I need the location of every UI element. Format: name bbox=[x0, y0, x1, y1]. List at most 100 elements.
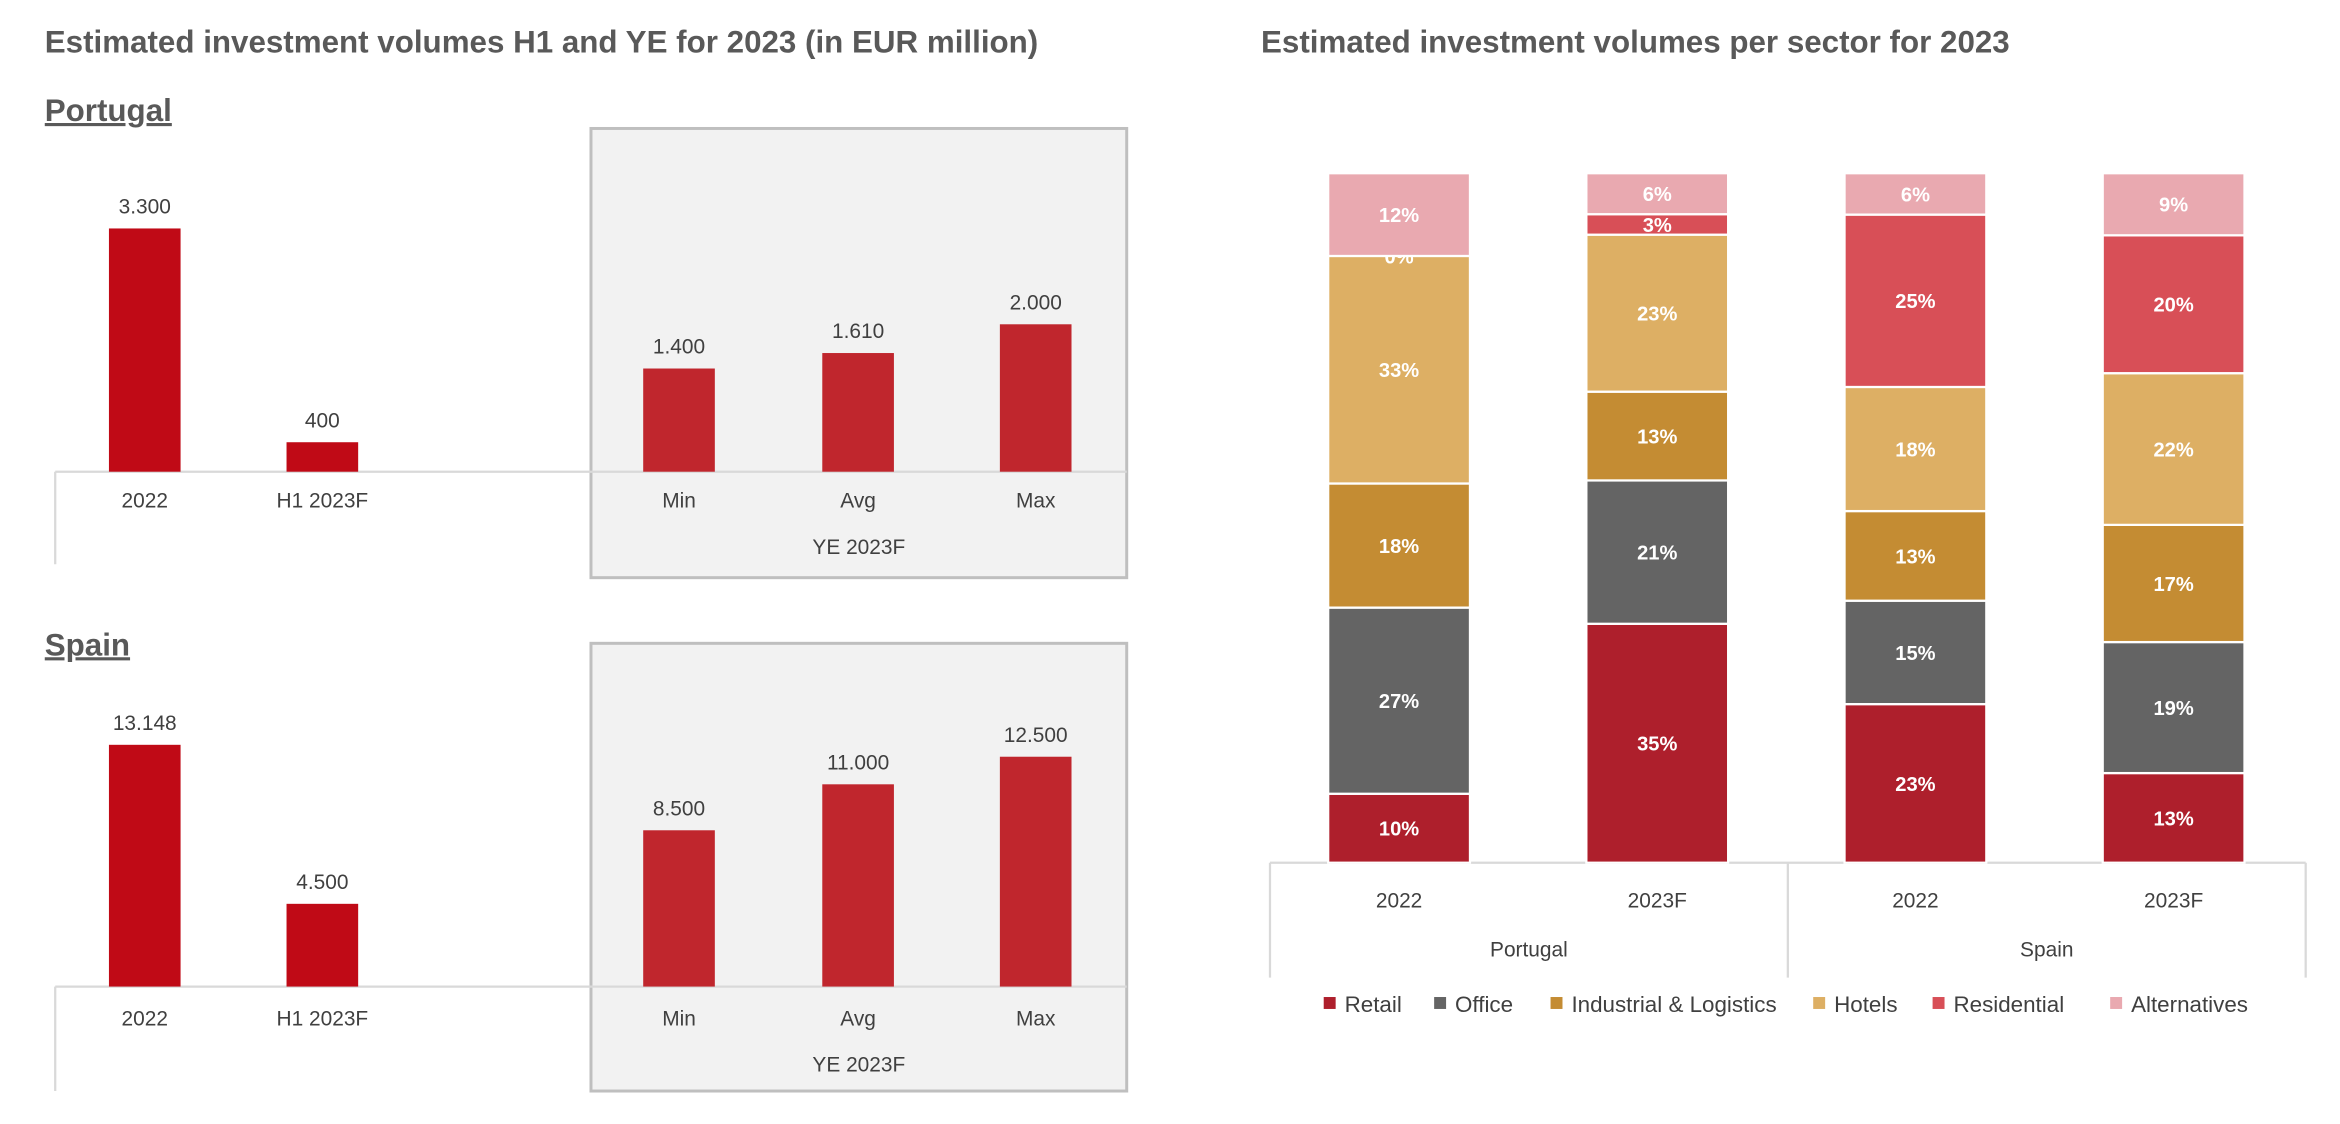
segment-label: 10% bbox=[1379, 819, 1419, 841]
segment-hotels bbox=[1843, 385, 1988, 513]
x-tick-label: 2023F bbox=[2144, 889, 2203, 912]
segment-label: 6% bbox=[1901, 184, 1930, 206]
segment-residential bbox=[1843, 213, 1988, 389]
x-tick-label: Max bbox=[1016, 1007, 1056, 1030]
x-tick-label: 2022 bbox=[1376, 889, 1422, 912]
data-label: 400 bbox=[305, 409, 340, 432]
group-label: Portugal bbox=[1490, 939, 1568, 962]
data-label: 4.500 bbox=[296, 871, 348, 894]
segment-alternatives bbox=[1327, 172, 1472, 258]
legend-label: Retail bbox=[1345, 992, 1402, 1017]
bar-max bbox=[999, 756, 1072, 987]
segment-label: 13% bbox=[1637, 427, 1677, 449]
legend-label: Hotels bbox=[1834, 992, 1897, 1017]
x-tick-label: H1 2023F bbox=[277, 490, 369, 513]
data-label: 13.148 bbox=[113, 712, 177, 735]
legend-swatch bbox=[1932, 997, 1945, 1009]
legend-label: Office bbox=[1455, 992, 1513, 1017]
segment-label: 18% bbox=[1895, 439, 1935, 461]
segment-label: 13% bbox=[2153, 808, 2193, 830]
legend-label: Residential bbox=[1953, 992, 2064, 1017]
segment-label: 12% bbox=[1379, 205, 1419, 227]
data-label: 2.000 bbox=[1010, 291, 1062, 314]
legend-item: Hotels bbox=[1813, 992, 1898, 1017]
segment-industrial-logistics bbox=[1843, 509, 1988, 602]
bar-max bbox=[999, 324, 1072, 472]
x-tick-label: 2023F bbox=[1628, 889, 1687, 912]
country-title: Portugal bbox=[45, 93, 172, 128]
data-label: 1.400 bbox=[653, 336, 705, 359]
segment-label: 3% bbox=[1643, 215, 1672, 237]
segment-label: 27% bbox=[1379, 691, 1419, 713]
segment-office bbox=[2101, 640, 2246, 775]
segment-label: 22% bbox=[2153, 439, 2193, 461]
bar-min bbox=[643, 830, 715, 987]
segment-alternatives bbox=[1585, 172, 1730, 216]
segment-retail bbox=[1843, 703, 1988, 864]
segment-label: 17% bbox=[2153, 574, 2193, 596]
segment-office bbox=[1585, 479, 1730, 625]
country-title: Spain bbox=[45, 627, 130, 662]
segment-label: 15% bbox=[1895, 643, 1935, 665]
segment-office bbox=[1327, 606, 1472, 795]
segment-label: 9% bbox=[2159, 195, 2188, 217]
group-label: YE 2023F bbox=[812, 536, 905, 559]
data-label: 3.300 bbox=[119, 196, 171, 219]
segment-label: 21% bbox=[1637, 543, 1677, 565]
data-label: 12.500 bbox=[1004, 724, 1068, 747]
left-title: Estimated investment volumes H1 and YE f… bbox=[45, 24, 1038, 59]
bar-avg bbox=[822, 353, 894, 472]
legend-swatch bbox=[1434, 997, 1447, 1009]
bar-2022 bbox=[108, 744, 181, 987]
data-label: 1.610 bbox=[832, 320, 884, 343]
segment-label: 33% bbox=[1379, 360, 1419, 382]
legend-item: Alternatives bbox=[2110, 992, 2248, 1017]
bar-2022 bbox=[108, 228, 181, 472]
x-tick-label: 2022 bbox=[122, 1007, 168, 1030]
segment-label: 19% bbox=[2153, 698, 2193, 720]
legend-swatch bbox=[1550, 997, 1563, 1009]
segment-label: 6% bbox=[1643, 184, 1672, 206]
legend-item: Industrial & Logistics bbox=[1550, 992, 1777, 1017]
legend-item: Residential bbox=[1932, 992, 2064, 1017]
legend-label: Alternatives bbox=[2131, 992, 2248, 1017]
segment-label: 18% bbox=[1379, 536, 1419, 558]
segment-label: 25% bbox=[1895, 291, 1935, 313]
x-tick-label: 2022 bbox=[1892, 889, 1938, 912]
x-tick-label: Avg bbox=[840, 1007, 876, 1030]
segment-retail bbox=[2101, 771, 2246, 864]
x-tick-label: Min bbox=[662, 490, 696, 513]
legend-swatch bbox=[1813, 997, 1826, 1009]
group-label: Spain bbox=[2020, 939, 2073, 962]
bar-h1-2023f bbox=[286, 442, 359, 472]
legend-swatch bbox=[1323, 997, 1336, 1009]
segment-label: 35% bbox=[1637, 734, 1677, 756]
segment-label: 23% bbox=[1637, 304, 1677, 326]
segment-industrial-logistics bbox=[1585, 390, 1730, 482]
x-tick-label: Max bbox=[1016, 490, 1056, 513]
x-tick-label: Min bbox=[662, 1007, 696, 1030]
segment-retail bbox=[1327, 792, 1472, 864]
right-title: Estimated investment volumes per sector … bbox=[1261, 24, 2010, 59]
volume-chart-portugal: Portugal 3.300 2022 400 H1 2023F 1.400 Min 1.61… bbox=[45, 93, 1129, 580]
group-label: YE 2023F bbox=[812, 1054, 905, 1077]
segment-label: 13% bbox=[1895, 546, 1935, 568]
segment-hotels bbox=[2101, 372, 2246, 526]
x-tick-label: H1 2023F bbox=[277, 1007, 369, 1030]
data-label: 11.000 bbox=[827, 751, 889, 774]
legend-swatch bbox=[2110, 997, 2123, 1009]
segment-alternatives bbox=[1843, 172, 1988, 216]
x-tick-label: Avg bbox=[840, 490, 876, 513]
segment-retail bbox=[1585, 622, 1730, 864]
segment-residential bbox=[2101, 234, 2246, 375]
segment-label: 23% bbox=[1895, 774, 1935, 796]
bar-avg bbox=[822, 784, 894, 987]
segment-label: 20% bbox=[2153, 295, 2193, 317]
data-label: 8.500 bbox=[653, 797, 705, 820]
volume-charts: Portugal 3.300 2022 400 H1 2023F 1.400 Min 1.61… bbox=[45, 93, 1129, 1093]
segment-hotels bbox=[1585, 233, 1730, 393]
bar-min bbox=[643, 368, 715, 472]
segment-alternatives bbox=[2101, 172, 2246, 237]
legend-item: Retail bbox=[1323, 992, 1402, 1017]
